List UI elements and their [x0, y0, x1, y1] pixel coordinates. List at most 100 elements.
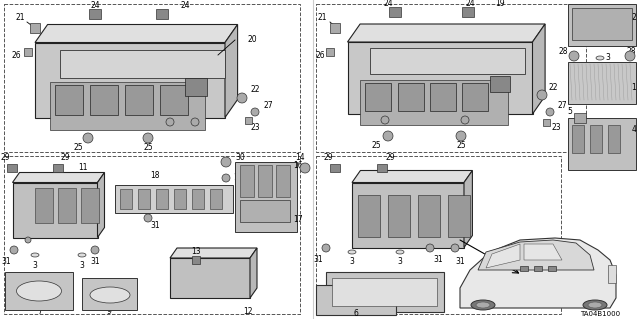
Text: 20: 20 — [247, 35, 257, 44]
Circle shape — [91, 246, 99, 254]
Polygon shape — [250, 248, 257, 298]
Bar — [138, 189, 150, 209]
Circle shape — [166, 118, 174, 126]
Text: 31: 31 — [150, 220, 160, 229]
Polygon shape — [486, 244, 520, 268]
Circle shape — [83, 133, 93, 143]
Bar — [534, 265, 542, 271]
Text: 4: 4 — [631, 125, 636, 135]
Bar — [568, 118, 636, 170]
Bar — [316, 156, 561, 314]
Bar — [330, 164, 340, 172]
Bar — [418, 195, 440, 237]
Text: 29: 29 — [385, 153, 395, 162]
Text: 3: 3 — [349, 257, 355, 266]
Circle shape — [625, 51, 635, 61]
Bar — [55, 85, 83, 115]
Text: 31: 31 — [313, 256, 323, 264]
Circle shape — [569, 51, 579, 61]
Circle shape — [10, 246, 18, 254]
Bar — [360, 80, 508, 125]
Ellipse shape — [471, 300, 495, 310]
Text: 14: 14 — [295, 153, 305, 162]
Bar — [572, 8, 632, 40]
Bar — [120, 189, 132, 209]
Text: 10: 10 — [461, 205, 471, 214]
Polygon shape — [225, 25, 237, 117]
Ellipse shape — [31, 253, 39, 257]
Text: 25: 25 — [143, 144, 153, 152]
Bar — [389, 7, 401, 17]
Bar — [5, 272, 73, 310]
Bar — [4, 156, 300, 314]
Ellipse shape — [17, 281, 61, 301]
Bar — [160, 85, 188, 115]
Bar — [326, 272, 444, 312]
Text: 27: 27 — [557, 100, 567, 109]
Polygon shape — [348, 42, 532, 114]
Bar — [240, 200, 290, 222]
Circle shape — [144, 214, 152, 222]
Polygon shape — [35, 25, 237, 42]
Bar — [90, 85, 118, 115]
Polygon shape — [464, 170, 472, 248]
Polygon shape — [532, 24, 545, 114]
Text: 8: 8 — [383, 309, 387, 318]
Text: 7: 7 — [38, 308, 42, 316]
Bar — [89, 9, 101, 19]
Polygon shape — [478, 240, 594, 270]
Text: 24: 24 — [383, 0, 393, 9]
Circle shape — [381, 116, 389, 124]
Text: 6: 6 — [353, 309, 358, 318]
Bar — [548, 265, 556, 271]
Text: 29: 29 — [60, 153, 70, 162]
Bar — [448, 195, 470, 237]
Text: TA04B1000: TA04B1000 — [580, 311, 620, 317]
Polygon shape — [35, 42, 225, 117]
Bar — [192, 256, 200, 264]
Bar — [125, 85, 153, 115]
Bar — [316, 4, 586, 152]
Bar — [358, 195, 380, 237]
Text: 24: 24 — [180, 2, 190, 11]
Bar — [81, 188, 99, 223]
Ellipse shape — [596, 56, 604, 60]
Text: 16: 16 — [293, 160, 303, 169]
Circle shape — [537, 90, 547, 100]
Bar — [60, 50, 225, 78]
Bar — [24, 48, 32, 56]
Text: 26: 26 — [11, 50, 21, 60]
Ellipse shape — [78, 253, 86, 257]
Ellipse shape — [396, 250, 404, 254]
Text: 23: 23 — [551, 123, 561, 132]
Text: 3: 3 — [397, 257, 403, 266]
Circle shape — [222, 174, 230, 182]
Text: 25: 25 — [371, 142, 381, 151]
Text: 15: 15 — [233, 174, 243, 182]
Text: 23: 23 — [250, 123, 260, 132]
Text: 22: 22 — [250, 85, 260, 94]
Bar — [574, 113, 586, 123]
Text: 17: 17 — [293, 216, 303, 225]
Bar — [608, 125, 620, 153]
Bar — [185, 78, 207, 96]
Bar — [543, 118, 550, 125]
Text: 27: 27 — [263, 100, 273, 109]
Text: 26: 26 — [315, 50, 325, 60]
Ellipse shape — [476, 302, 490, 308]
Bar — [590, 125, 602, 153]
Bar — [244, 116, 252, 123]
Polygon shape — [460, 238, 616, 308]
Bar — [568, 62, 636, 104]
Bar — [326, 48, 334, 56]
Bar — [4, 4, 300, 152]
Bar — [398, 83, 424, 111]
Bar — [210, 189, 222, 209]
Circle shape — [143, 133, 153, 143]
Bar — [235, 162, 297, 232]
Text: 3: 3 — [33, 261, 37, 270]
Circle shape — [237, 93, 247, 103]
Text: 3: 3 — [79, 261, 84, 270]
Circle shape — [251, 108, 259, 116]
Circle shape — [451, 244, 459, 252]
